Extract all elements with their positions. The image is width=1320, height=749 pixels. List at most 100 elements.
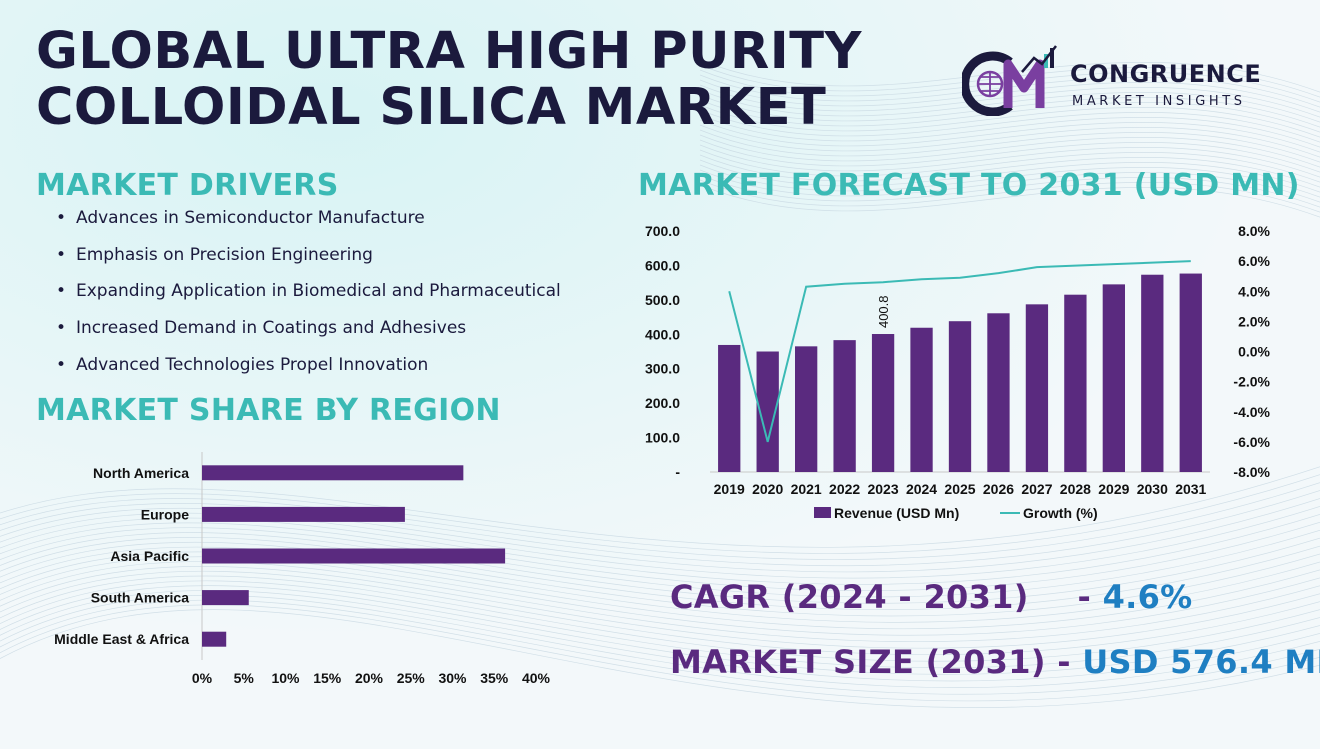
wave-line	[0, 521, 1320, 592]
wave-line	[0, 599, 1320, 695]
category-label: Asia Pacific	[110, 548, 189, 564]
bar	[1025, 304, 1049, 472]
wave-line	[699, 154, 1320, 188]
bar	[202, 465, 464, 481]
market-size-stat: MARKET SIZE (2031) - USD 576.4 MN	[670, 643, 1320, 681]
y2-tick-label: 6.0%	[1238, 253, 1270, 269]
category-label: North America	[93, 465, 189, 481]
wave-line	[699, 184, 1320, 218]
market-size-label: MARKET SIZE (2031)	[670, 643, 1046, 681]
wave-line	[0, 604, 1320, 702]
cagr-stat: CAGR (2024 - 2031) - 4.6%	[670, 578, 1193, 616]
wave-line	[699, 134, 1320, 168]
brand-logo: CONGRUENCE MARKET INSIGHTS	[962, 44, 1292, 116]
wave-line	[0, 537, 1320, 610]
x-tick-label: 2030	[1137, 481, 1168, 497]
wave-line	[0, 466, 1320, 548]
y-tick-label: 700.0	[645, 223, 680, 239]
bar	[202, 506, 405, 522]
x-tick-label: 25%	[397, 670, 426, 686]
cagr-dash: -	[1077, 578, 1103, 616]
y-tick-label: 400.0	[645, 326, 680, 342]
forecast-heading: MARKET FORECAST TO 2031 (USD MN)	[638, 168, 1300, 203]
x-tick-label: 30%	[438, 670, 467, 686]
y-tick-label: 100.0	[645, 430, 680, 446]
x-tick-label: 2024	[906, 481, 937, 497]
bar	[1064, 294, 1087, 472]
bar	[718, 344, 741, 472]
bar	[1141, 274, 1164, 472]
list-item: Advanced Technologies Propel Innovation	[48, 352, 561, 389]
y2-tick-label: 4.0%	[1238, 283, 1270, 299]
wave-line	[699, 179, 1320, 213]
x-tick-label: 40%	[522, 670, 551, 686]
wave-line	[0, 594, 1320, 688]
bar	[871, 334, 895, 472]
wave-line	[699, 169, 1320, 203]
x-tick-label: 2027	[1021, 481, 1052, 497]
bar	[948, 321, 972, 472]
bar	[910, 327, 933, 472]
drivers-heading: MARKET DRIVERS	[36, 168, 339, 203]
brand-tagline: MARKET INSIGHTS	[1072, 94, 1246, 109]
wave-line	[699, 124, 1320, 158]
wave-line	[0, 527, 1320, 598]
legend-label-growth: Growth (%)	[1023, 505, 1098, 521]
bar	[1102, 284, 1125, 472]
wave-line	[0, 570, 1320, 655]
title-line-2: COLLOIDAL SILICA MARKET	[36, 78, 827, 137]
y-tick-label: 300.0	[645, 361, 680, 377]
wave-line	[699, 174, 1320, 208]
wave-line	[699, 109, 1320, 143]
wave-line	[0, 580, 1320, 669]
list-item: Emphasis on Precision Engineering	[48, 242, 561, 279]
y2-tick-label: 8.0%	[1238, 223, 1270, 239]
bar	[1179, 273, 1202, 472]
wave-line	[0, 497, 1320, 573]
region-heading: MARKET SHARE BY REGION	[36, 393, 501, 428]
wave-line	[0, 556, 1320, 636]
x-tick-label: 10%	[271, 670, 300, 686]
bar	[833, 340, 856, 472]
wave-line	[0, 561, 1320, 642]
data-label: 400.8	[876, 295, 891, 328]
wave-line	[699, 129, 1320, 163]
x-tick-label: 2023	[867, 481, 898, 497]
cagr-value: 4.6%	[1102, 578, 1193, 616]
forecast-combo-chart: - 100.0 200.0 300.0 400.0 500.0 600.0 700.0 -8.0…	[645, 223, 1271, 521]
wave-line	[699, 164, 1320, 198]
title-line-1: GLOBAL ULTRA HIGH PURITY	[36, 22, 862, 81]
wave-line	[699, 159, 1320, 193]
legend-swatch-revenue	[814, 507, 831, 518]
market-size-value: USD 576.4 MN	[1082, 643, 1320, 681]
x-tick-label: 0%	[192, 670, 213, 686]
x-tick-label: 2026	[983, 481, 1014, 497]
list-item: Increased Demand in Coatings and Adhesiv…	[48, 315, 561, 352]
wave-line	[0, 551, 1320, 630]
y-tick-label: 500.0	[645, 292, 680, 308]
wave-line	[699, 114, 1320, 148]
x-tick-label: 20%	[355, 670, 384, 686]
wave-line	[0, 482, 1320, 560]
wave-line	[0, 585, 1320, 675]
wave-line	[0, 532, 1320, 604]
wave-line	[699, 119, 1320, 153]
bar	[795, 346, 818, 472]
x-tick-label: 2020	[752, 481, 783, 497]
brand-name: CONGRUENCE	[1070, 60, 1262, 88]
y-tick-label: 600.0	[645, 257, 680, 273]
wave-line	[0, 513, 1320, 585]
wave-line	[0, 541, 1320, 617]
wave-line	[0, 546, 1320, 623]
x-tick-label: 2021	[791, 481, 822, 497]
cagr-label: CAGR (2024 - 2031)	[670, 578, 1029, 616]
wave-line	[0, 575, 1320, 662]
bar	[987, 313, 1010, 472]
x-tick-label: 2031	[1175, 481, 1206, 497]
bar	[756, 351, 779, 472]
wave-line	[0, 566, 1320, 649]
bar	[202, 590, 249, 606]
list-item: Expanding Application in Biomedical and …	[48, 278, 561, 315]
wave-line	[699, 104, 1320, 138]
y2-tick-label: -8.0%	[1233, 464, 1270, 480]
